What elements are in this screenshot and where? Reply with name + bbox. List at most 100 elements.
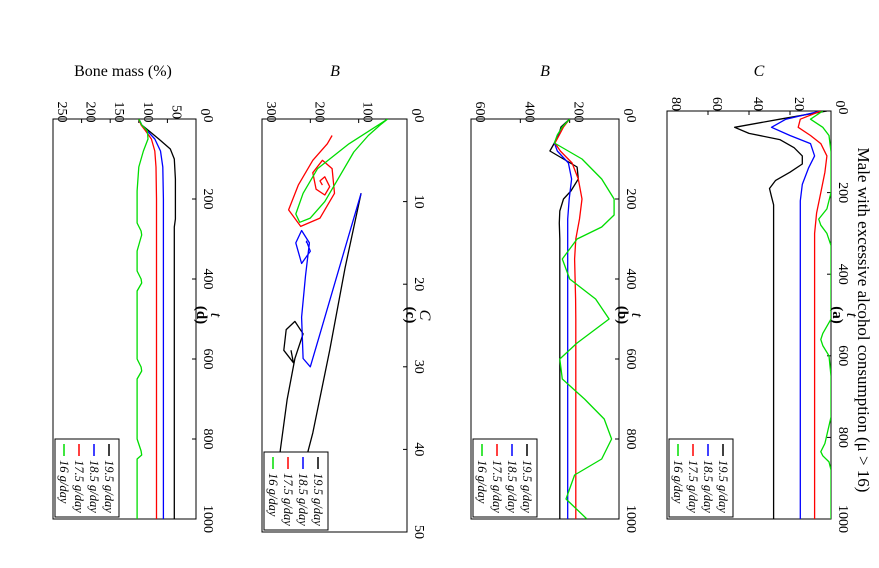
y-tick-label: 200	[83, 102, 98, 123]
y-tick-label: 200	[571, 102, 586, 123]
legend-label: 18.5 g/day	[87, 460, 101, 513]
x-tick-label: 0	[835, 108, 850, 115]
panel-label: (c)	[402, 307, 418, 324]
x-tick-label: 0	[200, 116, 215, 123]
y-tick-label: 300	[263, 102, 278, 123]
x-tick-label: 40	[411, 442, 426, 456]
series-line-18-5-g-day	[770, 111, 821, 519]
x-tick-label: 200	[623, 189, 638, 210]
x-tick-label: 0	[411, 116, 426, 123]
legend-label: 19.5 g/day	[102, 460, 116, 513]
legend-label: 18.5 g/day	[701, 460, 715, 513]
series-line-19-5-g-day	[733, 111, 828, 519]
plot-frame	[52, 118, 197, 520]
panel-label: (a)	[829, 306, 845, 324]
x-tick-label: 1000	[835, 505, 850, 533]
legend-label: 18.5 g/day	[296, 473, 310, 526]
series-line-18-5-g-day	[553, 119, 573, 519]
x-tick-label: 10	[411, 195, 426, 209]
x-tick-label: 600	[835, 345, 850, 366]
x-tick-label: 50	[411, 525, 426, 539]
x-tick-label: 30	[411, 360, 426, 374]
legend-label: 19.5 g/day	[716, 460, 730, 513]
series-line-19-5-g-day	[274, 193, 362, 529]
x-tick-label: 20	[411, 277, 426, 291]
y-tick-label: 50	[168, 105, 183, 119]
series-line-17-5-g-day	[287, 135, 336, 228]
panel-b: 0 200 400 600 0 200 400 600 800 1000 Bt(b) 19.5 g/d…	[470, 63, 645, 533]
figure-title: Male with excessive alcohol consumption …	[854, 148, 873, 493]
series-line-16-g-day	[136, 119, 149, 519]
y-axis-label: C	[754, 63, 765, 80]
y-tick-label: 150	[111, 102, 126, 123]
x-tick-label: 600	[200, 349, 215, 370]
y-tick-label: 250	[54, 102, 69, 123]
x-tick-label: 800	[200, 429, 215, 450]
y-axis-label: B	[330, 63, 340, 80]
legend-label: 16 g/day	[671, 460, 685, 504]
x-axis-label: t	[207, 313, 224, 318]
legend-label: 17.5 g/day	[686, 460, 700, 513]
x-tick-label: 800	[835, 427, 850, 448]
series-line-18-5-g-day	[138, 119, 165, 519]
x-tick-label: 200	[200, 189, 215, 210]
x-tick-label: 400	[623, 269, 638, 290]
legend-label: 19.5 g/day	[311, 473, 325, 526]
series-line-16-g-day	[295, 119, 389, 223]
series-line-17-5-g-day	[138, 119, 158, 519]
series-line-19-5-g-day	[138, 119, 177, 519]
y-tick-label: 200	[311, 102, 326, 123]
series-line-17-5-g-day	[554, 119, 583, 519]
x-tick-label: 800	[623, 429, 638, 450]
series-line-16-g-day	[809, 111, 831, 519]
series-line-17-5-g-day	[797, 111, 828, 519]
x-tick-label: 1000	[200, 505, 215, 533]
y-axis-label: Bone mass (%)	[74, 63, 172, 80]
legend-label: 16 g/day	[57, 460, 71, 504]
x-tick-label: 1000	[623, 505, 638, 533]
y-tick-label: 20	[791, 97, 806, 111]
plot-frame	[470, 118, 620, 520]
y-tick-label: 0	[620, 109, 635, 116]
plot-frame	[261, 118, 408, 533]
x-tick-label: 0	[623, 116, 638, 123]
y-tick-label: 600	[472, 102, 487, 123]
legend-label: 16 g/day	[266, 473, 280, 517]
legend-label: 19.5 g/day	[520, 460, 534, 513]
y-axis-label: B	[540, 63, 550, 80]
legend-label: 17.5 g/day	[72, 460, 86, 513]
legend-label: 17.5 g/day	[490, 460, 504, 513]
series-line-19-5-g-day	[549, 119, 579, 519]
y-tick-label: 400	[521, 102, 536, 123]
y-tick-label: 100	[360, 102, 375, 123]
panel-c: 0 100 200 300 0 10 20 30 40 50 B C(c) 19.5 g/day18.5…	[261, 63, 433, 539]
series-line-16-g-day	[553, 119, 615, 519]
panel-label: (d)	[193, 306, 209, 324]
y-tick-label: 0	[197, 109, 212, 116]
x-tick-label: 400	[200, 269, 215, 290]
y-tick-label: 0	[832, 101, 847, 108]
x-axis-label: C	[416, 310, 433, 321]
legend-label: 17.5 g/day	[281, 473, 295, 526]
y-tick-label: 40	[750, 97, 765, 111]
y-tick-label: 0	[408, 109, 423, 116]
panel-d: 0 50 100 150 200 250 0 200 400 600 800 1000 Bone mas…	[52, 63, 224, 533]
x-tick-label: 200	[835, 182, 850, 203]
y-tick-label: 60	[709, 97, 724, 111]
legend-label: 16 g/day	[475, 460, 489, 504]
y-tick-label: 100	[140, 102, 155, 123]
legend-label: 18.5 g/day	[505, 460, 519, 513]
panel-label: (b)	[614, 306, 630, 324]
series-line-18-5-g-day	[295, 193, 362, 368]
y-tick-label: 80	[668, 97, 683, 111]
x-axis-label: t	[843, 313, 860, 318]
x-axis-label: t	[628, 313, 645, 318]
x-tick-label: 400	[835, 264, 850, 285]
